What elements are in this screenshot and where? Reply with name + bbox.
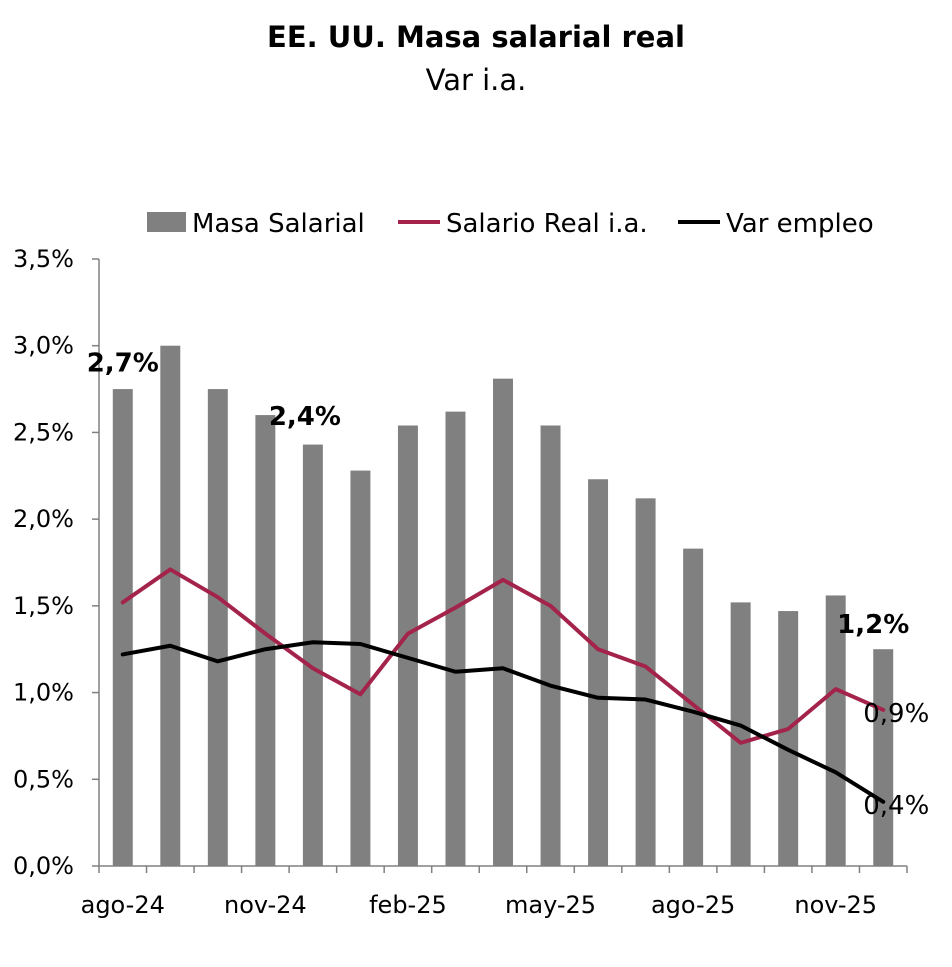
y-tick-label: 2,5% xyxy=(13,418,74,446)
legend-label-var-empleo: Var empleo xyxy=(726,209,874,239)
y-tick-label: 2,0% xyxy=(13,505,74,533)
legend-label-salario-real: Salario Real i.a. xyxy=(446,209,648,239)
bar-masa-salarial xyxy=(112,389,133,866)
x-tick-label: feb-25 xyxy=(369,891,447,919)
y-tick-label: 3,5% xyxy=(13,245,74,273)
bar-masa-salarial xyxy=(778,611,799,866)
bars xyxy=(112,345,894,866)
bar-masa-salarial xyxy=(160,345,181,866)
x-tick-label: may-25 xyxy=(505,891,596,919)
y-tick-label: 1,5% xyxy=(13,592,74,620)
y-tick-label: 0,5% xyxy=(13,765,74,793)
chart-subtitle: Var i.a. xyxy=(426,63,527,97)
x-tick-label: nov-25 xyxy=(794,891,877,919)
bar-masa-salarial xyxy=(493,378,513,866)
x-axis-ticks: ago-24 nov-24 feb-25 may-25 ago-25 nov-25 xyxy=(81,866,908,919)
y-tick-label: 3,0% xyxy=(13,332,74,360)
bar-masa-salarial xyxy=(635,498,656,866)
bar-masa-salarial xyxy=(873,649,894,866)
x-tick-label: ago-24 xyxy=(81,891,165,919)
x-tick-label: nov-24 xyxy=(224,891,307,919)
legend-label-masa-salarial: Masa Salarial xyxy=(192,209,365,239)
data-label: 0,9% xyxy=(863,699,929,729)
bar-masa-salarial xyxy=(683,548,704,866)
x-tick-label: ago-25 xyxy=(651,891,735,919)
line-var-empleo xyxy=(120,640,886,804)
chart-title: EE. UU. Masa salarial real xyxy=(267,20,685,54)
line-salario-real xyxy=(120,567,886,745)
y-tick-label: 0,0% xyxy=(13,852,74,880)
bar-masa-salarial xyxy=(730,602,751,866)
y-axis-ticks: 0,0% 0,5% 1,0% 1,5% 2,0% 2,5% 3,0% 3,5% xyxy=(13,245,99,880)
bar-masa-salarial xyxy=(825,595,846,866)
bar-masa-salarial xyxy=(540,425,561,866)
bar-masa-salarial xyxy=(302,444,323,866)
data-label: 0,4% xyxy=(863,791,929,821)
data-label: 2,7% xyxy=(87,349,159,379)
data-label: 2,4% xyxy=(269,402,341,432)
lines xyxy=(120,567,886,804)
bar-masa-salarial xyxy=(445,411,466,866)
bar-masa-salarial xyxy=(255,415,276,866)
legend-swatch-masa-salarial xyxy=(147,212,186,232)
data-labels: 2,7% 2,4% 1,2% 0,9% 0,4% xyxy=(87,349,930,821)
legend: Masa Salarial Salario Real i.a. Var empl… xyxy=(147,209,874,239)
bar-masa-salarial xyxy=(350,470,371,866)
y-tick-label: 1,0% xyxy=(13,679,74,707)
bar-masa-salarial xyxy=(397,425,418,866)
bar-masa-salarial xyxy=(207,389,228,866)
data-label: 1,2% xyxy=(837,610,909,640)
bar-masa-salarial xyxy=(588,479,609,866)
